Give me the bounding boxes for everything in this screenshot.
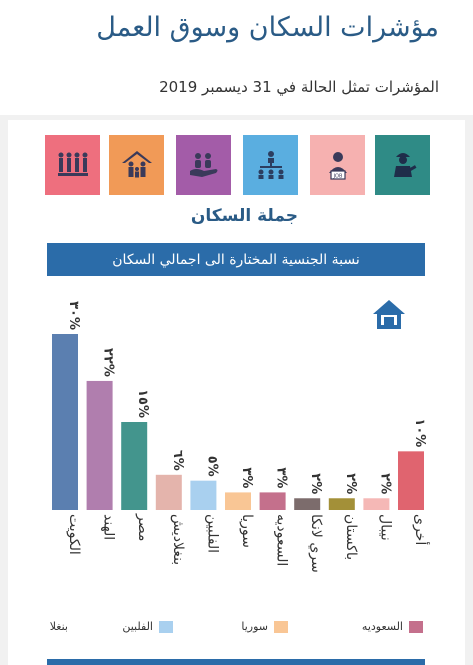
bar [259,492,286,510]
bar [398,451,424,510]
bar [328,498,355,510]
footer-bar [47,659,425,665]
bar-value-label: ٢% [377,473,392,494]
category-label: نيبال [377,514,393,541]
bar [225,492,251,510]
legend-item-saudi: السعوديه [362,620,423,633]
category-label: الكويت [66,514,82,555]
legend-swatch [409,620,423,633]
legend-label: بنغلا [49,620,68,633]
legend-label: الفلبين [122,620,153,633]
legend-item-philippines: الفلبين [122,620,173,633]
family-house-icon [121,151,152,178]
bar-value-label: ٥% [204,456,219,477]
worker-icon [393,153,416,177]
bar-value-label: ٣% [239,467,254,488]
category-label: سري لانكا [308,514,324,573]
bar [294,498,321,510]
page-title: مؤشرات السكان وسوق العمل [96,12,439,43]
population-crowd-icon [57,152,88,176]
tile-jobs[interactable]: JOB [310,135,365,195]
bar [121,422,148,510]
chart-banner: نسبة الجنسية المختارة الى اجمالي السكان [47,243,425,276]
bar [190,480,217,510]
category-label: الهند [101,514,117,540]
bar-value-label: ٢٢% [101,348,116,377]
bar [155,474,182,510]
category-label: باكستان [343,514,359,560]
header: مؤشرات السكان وسوق العمل المؤشرات تمثل ا… [0,0,473,115]
legend-item-syria: سوريا [241,620,288,633]
org-chart-icon [258,151,283,179]
bar [363,498,390,510]
category-label: السعوديه [274,514,290,566]
bar-value-label: ٣% [274,467,289,488]
tile-support[interactable] [176,135,231,195]
home-icon[interactable] [371,298,407,332]
legend-label: السعوديه [361,620,403,633]
bar [86,380,113,510]
category-label: بنغلاديش [170,514,186,565]
category-label: مصر [135,513,151,541]
category-label: سوريا [239,514,255,548]
svg-text:JOB: JOB [332,174,342,180]
job-seeker-icon: JOB [328,152,347,180]
bar-value-label: ٦% [170,450,185,471]
bar-value-label: ٢% [343,473,358,494]
bar-value-label: ١٠% [412,418,427,447]
bar-value-label: ٣٠% [66,301,81,330]
bar-value-label: ١٥% [135,389,150,418]
tile-population[interactable] [45,135,100,195]
page-subtitle: المؤشرات تمثل الحالة في 31 ديسمبر 2019 [159,78,439,96]
bar-value-label: ٢% [308,473,323,494]
content-panel [8,120,465,665]
category-label: الفلبين [204,514,220,553]
hand-people-icon [189,153,217,177]
section-title: جملة السكان [190,206,298,226]
bar [52,334,78,510]
tile-workers[interactable] [375,135,430,195]
bar-chart: ٣٠% الكويت ٢٢% الهند ١٥% مصر ٦% بنغلاديش ٥% الفلب… [52,301,430,573]
legend-swatch [159,620,173,633]
legend-swatch [274,620,288,633]
legend-item-bangladesh: بنغلا [50,620,68,633]
tile-family[interactable] [109,135,164,195]
category-label: أخرى [412,514,430,545]
legend-label: سوريا [241,620,268,633]
tile-organization[interactable] [243,135,298,195]
